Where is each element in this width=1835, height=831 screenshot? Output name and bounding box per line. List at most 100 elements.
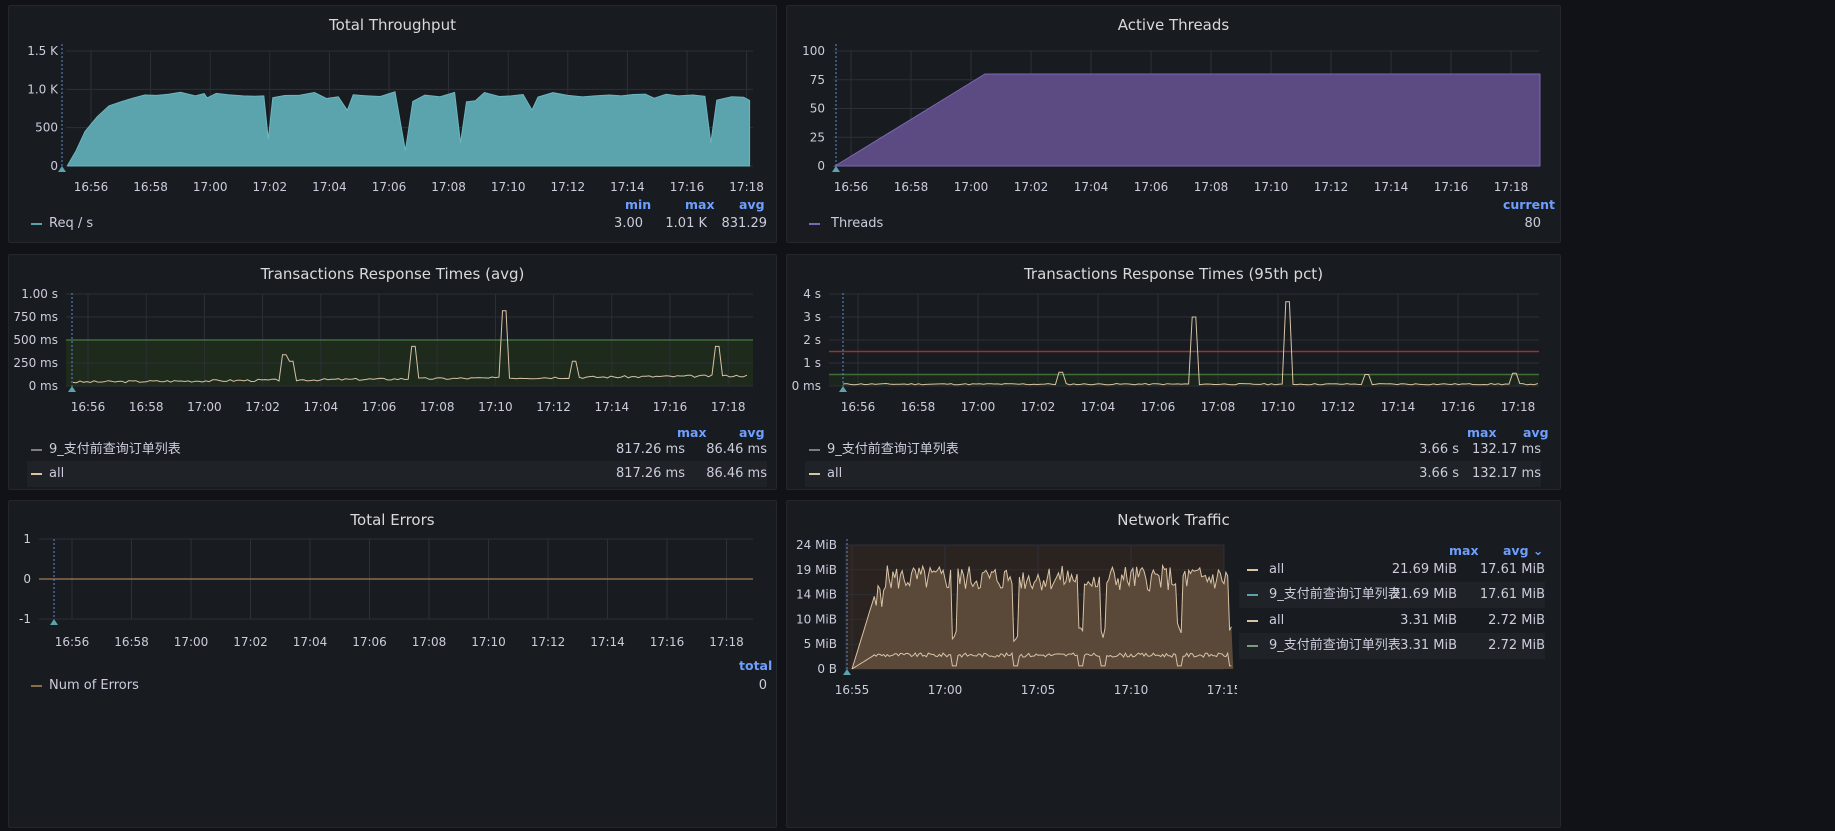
x-tick-label: 17:12 [551, 180, 586, 194]
x-tick-label: 17:18 [711, 400, 746, 414]
panel-title[interactable]: Transactions Response Times (avg) [260, 265, 525, 283]
y-tick-label: 25 [810, 130, 825, 144]
legend-header-avg[interactable]: avg [739, 197, 765, 212]
x-tick-label: 17:10 [471, 635, 506, 649]
legend-value-avg: 17.61 MiB [1479, 562, 1545, 577]
legend-value-max: 3.31 MiB [1400, 613, 1457, 628]
legend-value-avg: 86.46 ms [706, 466, 767, 481]
y-tick-label: 100 [802, 44, 825, 58]
legend-row[interactable]: 9_支付前查询订单列表 21.69 MiB 17.61 MiB [1239, 582, 1545, 608]
legend-swatch [809, 449, 820, 451]
x-tick-label: 17:02 [245, 400, 280, 414]
x-tick-label: 17:04 [1081, 400, 1116, 414]
threads-chart[interactable]: 0 25 50 75 100 16:56 16:58 17:00 17:02 17:04 17:06… [787, 34, 1562, 224]
threshold-band [829, 374, 1539, 386]
x-tick-label: 17:18 [1501, 400, 1536, 414]
y-tick-label: 14 MiB [796, 588, 837, 602]
x-tick-label: 17:08 [1194, 180, 1229, 194]
legend-header-max[interactable]: max [677, 425, 707, 440]
legend-value-max: 3.66 s [1419, 442, 1459, 457]
legend-row[interactable]: Threads 80 [805, 211, 1541, 237]
y-tick-label: 250 ms [13, 356, 58, 370]
y-tick-label: 1.0 K [27, 82, 59, 96]
legend-row[interactable]: Req / s 3.00 1.01 K 831.29 [27, 211, 767, 237]
legend-series-name: 9_支付前查询订单列表 [827, 442, 959, 457]
panel-response-times-avg: Transactions Response Times (avg) 0 ms 25… [8, 254, 777, 490]
panel-title[interactable]: Total Errors [350, 511, 435, 529]
x-tick-label: 17:14 [1374, 180, 1409, 194]
legend-value-max: 21.69 MiB [1391, 587, 1457, 602]
x-tick-label: 16:58 [901, 400, 936, 414]
x-tick-label: 17:06 [362, 400, 397, 414]
legend-value-avg: 132.17 ms [1471, 442, 1541, 457]
legend-series-name: all [1269, 562, 1285, 577]
y-tick-label: 2 s [803, 333, 821, 347]
legend-value-max: 1.01 K [665, 216, 707, 231]
panel-title[interactable]: Transactions Response Times (95th pct) [1023, 265, 1324, 283]
legend-header-max[interactable]: max [1467, 425, 1497, 440]
response-line [72, 310, 748, 384]
throughput-area [66, 91, 751, 167]
x-tick-label: 17:12 [1314, 180, 1349, 194]
annotation-marker [58, 166, 66, 172]
x-tick-label: 16:56 [74, 180, 109, 194]
y-tick-label: 0 [817, 159, 825, 173]
y-tick-label: 50 [810, 102, 825, 116]
x-tick-label: 17:06 [352, 635, 387, 649]
errors-chart[interactable]: -1 0 1 16:56 16:58 17:00 17:02 17:04 17:06 17:08 1… [9, 529, 778, 699]
legend-header-avg[interactable]: avg [1523, 425, 1549, 440]
x-tick-label: 17:15 [1207, 683, 1237, 697]
throughput-chart[interactable]: 0 500 1.0 K 1.5 K 16:56 16:58 17:00 17:02 17:04 1… [9, 34, 778, 224]
legend-row[interactable]: Num of Errors 0 [27, 673, 767, 699]
x-tick-label: 17:08 [1201, 400, 1236, 414]
legend-series-name: 9_支付前查询订单列表 [1269, 587, 1401, 602]
x-tick-label: 17:16 [1434, 180, 1469, 194]
x-tick-label: 17:14 [595, 400, 630, 414]
legend-row[interactable]: all 3.66 s 132.17 ms [805, 461, 1541, 487]
legend-row[interactable]: 9_支付前查询订单列表 817.26 ms 86.46 ms [27, 437, 767, 463]
legend-series-name: Threads [831, 216, 884, 231]
x-tick-label: 17:10 [1254, 180, 1289, 194]
legend-header-current[interactable]: current [1503, 197, 1555, 212]
x-tick-label: 17:10 [491, 180, 526, 194]
y-tick-label: 1 [23, 532, 31, 546]
annotation-marker [50, 619, 58, 625]
x-tick-label: 17:08 [420, 400, 455, 414]
response-p95-chart[interactable]: 0 ms 1 s 2 s 3 s 4 s 16:56 16:58 17:00 17:02 17:0… [787, 283, 1562, 443]
response-p95-line [842, 301, 1538, 386]
x-tick-label: 17:16 [650, 635, 685, 649]
legend-swatch [1247, 594, 1258, 596]
response-avg-chart[interactable]: 0 ms 250 ms 500 ms 750 ms 1.00 s 16:56 16:58 17… [9, 283, 778, 443]
legend-header-min[interactable]: min [625, 197, 652, 212]
panel-title[interactable]: Active Threads [1117, 16, 1230, 34]
panel-title[interactable]: Network Traffic [1117, 511, 1230, 529]
x-tick-label: 16:55 [835, 683, 870, 697]
legend-row[interactable]: all 21.69 MiB 17.61 MiB [1239, 557, 1545, 583]
x-tick-label: 16:56 [71, 400, 106, 414]
x-tick-label: 17:18 [1494, 180, 1529, 194]
legend-row[interactable]: all 3.31 MiB 2.72 MiB [1239, 608, 1545, 634]
y-tick-label: 10 MiB [796, 612, 837, 626]
x-tick-label: 16:58 [133, 180, 168, 194]
y-tick-label: 0 ms [29, 379, 58, 393]
network-chart[interactable]: 0 B 5 MiB 10 MiB 14 MiB 19 MiB 24 MiB 16:55 17:… [787, 529, 1237, 709]
legend-header-avg[interactable]: avg [739, 425, 765, 440]
legend-header-max[interactable]: max [1449, 543, 1479, 558]
legend-row[interactable]: all 817.26 ms 86.46 ms [27, 461, 767, 487]
x-tick-label: 17:14 [590, 635, 625, 649]
legend-header-total[interactable]: total [739, 658, 773, 673]
legend-series-name: all [827, 466, 843, 481]
legend-series-name: 9_支付前查询订单列表 [1269, 638, 1401, 653]
y-tick-label: 1.00 s [21, 287, 58, 301]
x-tick-label: 17:10 [1261, 400, 1296, 414]
threads-area [833, 73, 1541, 167]
legend-row[interactable]: 9_支付前查询订单列表 3.66 s 132.17 ms [805, 437, 1541, 463]
x-tick-label: 17:16 [653, 400, 688, 414]
legend-header-avg[interactable]: avg ⌄ [1503, 543, 1544, 558]
panel-response-times-p95: Transactions Response Times (95th pct) 0… [786, 254, 1561, 490]
legend-header-max[interactable]: max [685, 197, 715, 212]
x-tick-label: 17:06 [1134, 180, 1169, 194]
panel-title[interactable]: Total Throughput [329, 16, 456, 34]
legend-row[interactable]: 9_支付前查询订单列表 3.31 MiB 2.72 MiB [1239, 633, 1545, 659]
legend-value-max: 3.66 s [1419, 466, 1459, 481]
